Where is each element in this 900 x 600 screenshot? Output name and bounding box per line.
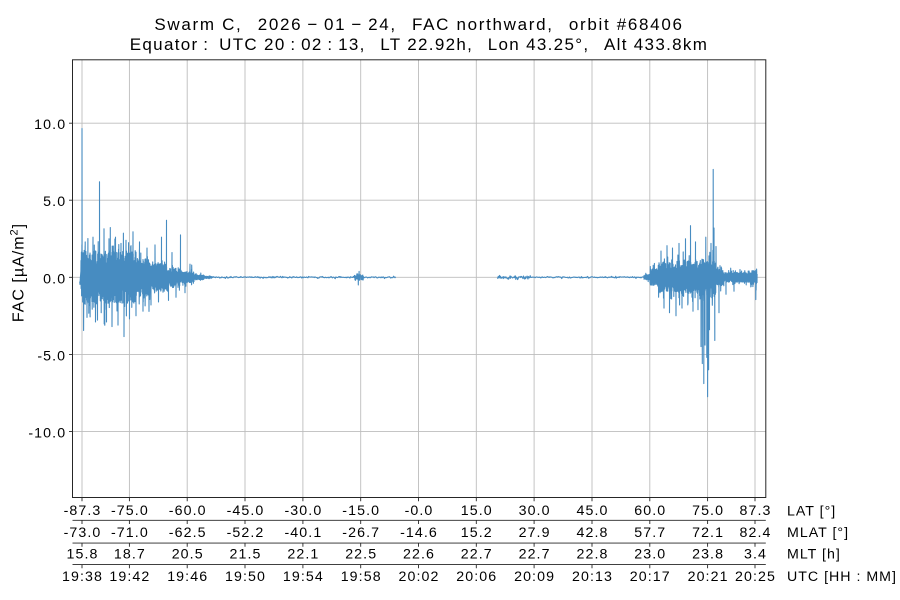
- svg-text:-52.2: -52.2: [227, 525, 265, 541]
- svg-text:22.7: 22.7: [519, 547, 551, 563]
- svg-text:FAC [µA/m2]: FAC [µA/m2]: [9, 223, 28, 322]
- svg-text:-40.1: -40.1: [284, 525, 322, 541]
- svg-text:-62.5: -62.5: [169, 525, 207, 541]
- svg-text:15.8: 15.8: [66, 547, 98, 563]
- svg-text:60.0: 60.0: [634, 503, 666, 519]
- svg-text:20.5: 20.5: [172, 547, 204, 563]
- svg-text:20:06: 20:06: [456, 569, 497, 585]
- svg-text:UTC [HH : MM]: UTC [HH : MM]: [787, 569, 897, 585]
- svg-text:82.4: 82.4: [739, 525, 771, 541]
- svg-text:45.0: 45.0: [576, 503, 608, 519]
- svg-text:LAT [°]: LAT [°]: [787, 503, 836, 519]
- svg-text:15.2: 15.2: [461, 525, 493, 541]
- svg-text:-87.3: -87.3: [64, 503, 102, 519]
- svg-text:19:58: 19:58: [341, 569, 382, 585]
- svg-text:-75.0: -75.0: [111, 503, 149, 519]
- svg-text:87.3: 87.3: [739, 503, 771, 519]
- svg-text:23.8: 23.8: [692, 547, 724, 563]
- svg-text:22.6: 22.6: [403, 547, 435, 563]
- svg-text:20:09: 20:09: [514, 569, 555, 585]
- svg-text:0.0: 0.0: [43, 271, 66, 287]
- svg-text:22.7: 22.7: [461, 547, 493, 563]
- svg-text:42.8: 42.8: [576, 525, 608, 541]
- svg-text:30.0: 30.0: [519, 503, 551, 519]
- svg-text:-10.0: -10.0: [28, 425, 66, 441]
- svg-text:-60.0: -60.0: [169, 503, 207, 519]
- svg-text:-14.6: -14.6: [400, 525, 438, 541]
- svg-text:18.7: 18.7: [114, 547, 146, 563]
- svg-text:Swarm C, 2026 − 01 − 24, FAC: Swarm C, 2026 − 01 − 24, FAC northward, …: [154, 15, 683, 34]
- svg-text:75.0: 75.0: [692, 503, 724, 519]
- svg-text:20:25: 20:25: [735, 569, 776, 585]
- svg-text:-26.7: -26.7: [342, 525, 380, 541]
- svg-text:19:38: 19:38: [62, 569, 103, 585]
- svg-text:57.7: 57.7: [634, 525, 666, 541]
- svg-text:19:42: 19:42: [109, 569, 150, 585]
- svg-text:72.1: 72.1: [692, 525, 724, 541]
- svg-text:-5.0: -5.0: [37, 348, 66, 364]
- svg-text:-15.0: -15.0: [342, 503, 380, 519]
- svg-text:-71.0: -71.0: [111, 525, 149, 541]
- svg-text:-30.0: -30.0: [284, 503, 322, 519]
- svg-text:20:21: 20:21: [688, 569, 729, 585]
- svg-text:20:02: 20:02: [398, 569, 439, 585]
- svg-text:-0.0: -0.0: [405, 503, 434, 519]
- svg-text:19:50: 19:50: [225, 569, 266, 585]
- svg-text:27.9: 27.9: [519, 525, 551, 541]
- svg-text:5.0: 5.0: [43, 194, 66, 210]
- svg-text:23.0: 23.0: [634, 547, 666, 563]
- svg-text:-45.0: -45.0: [227, 503, 265, 519]
- svg-text:20:13: 20:13: [572, 569, 613, 585]
- svg-text:MLT [h]: MLT [h]: [787, 547, 841, 563]
- svg-text:22.8: 22.8: [576, 547, 608, 563]
- svg-text:Equator : UTC 20 : 02 : 13, L: Equator : UTC 20 : 02 : 13, LT 22.92h, L…: [130, 35, 708, 54]
- svg-text:-73.0: -73.0: [64, 525, 102, 541]
- svg-text:20:17: 20:17: [630, 569, 671, 585]
- svg-text:19:46: 19:46: [167, 569, 208, 585]
- svg-text:22.5: 22.5: [345, 547, 377, 563]
- svg-text:15.0: 15.0: [461, 503, 493, 519]
- svg-text:19:54: 19:54: [283, 569, 324, 585]
- svg-text:MLAT [°]: MLAT [°]: [787, 525, 849, 541]
- svg-text:21.5: 21.5: [229, 547, 261, 563]
- svg-text:22.1: 22.1: [287, 547, 319, 563]
- svg-text:3.4: 3.4: [744, 547, 767, 563]
- svg-text:10.0: 10.0: [34, 117, 66, 133]
